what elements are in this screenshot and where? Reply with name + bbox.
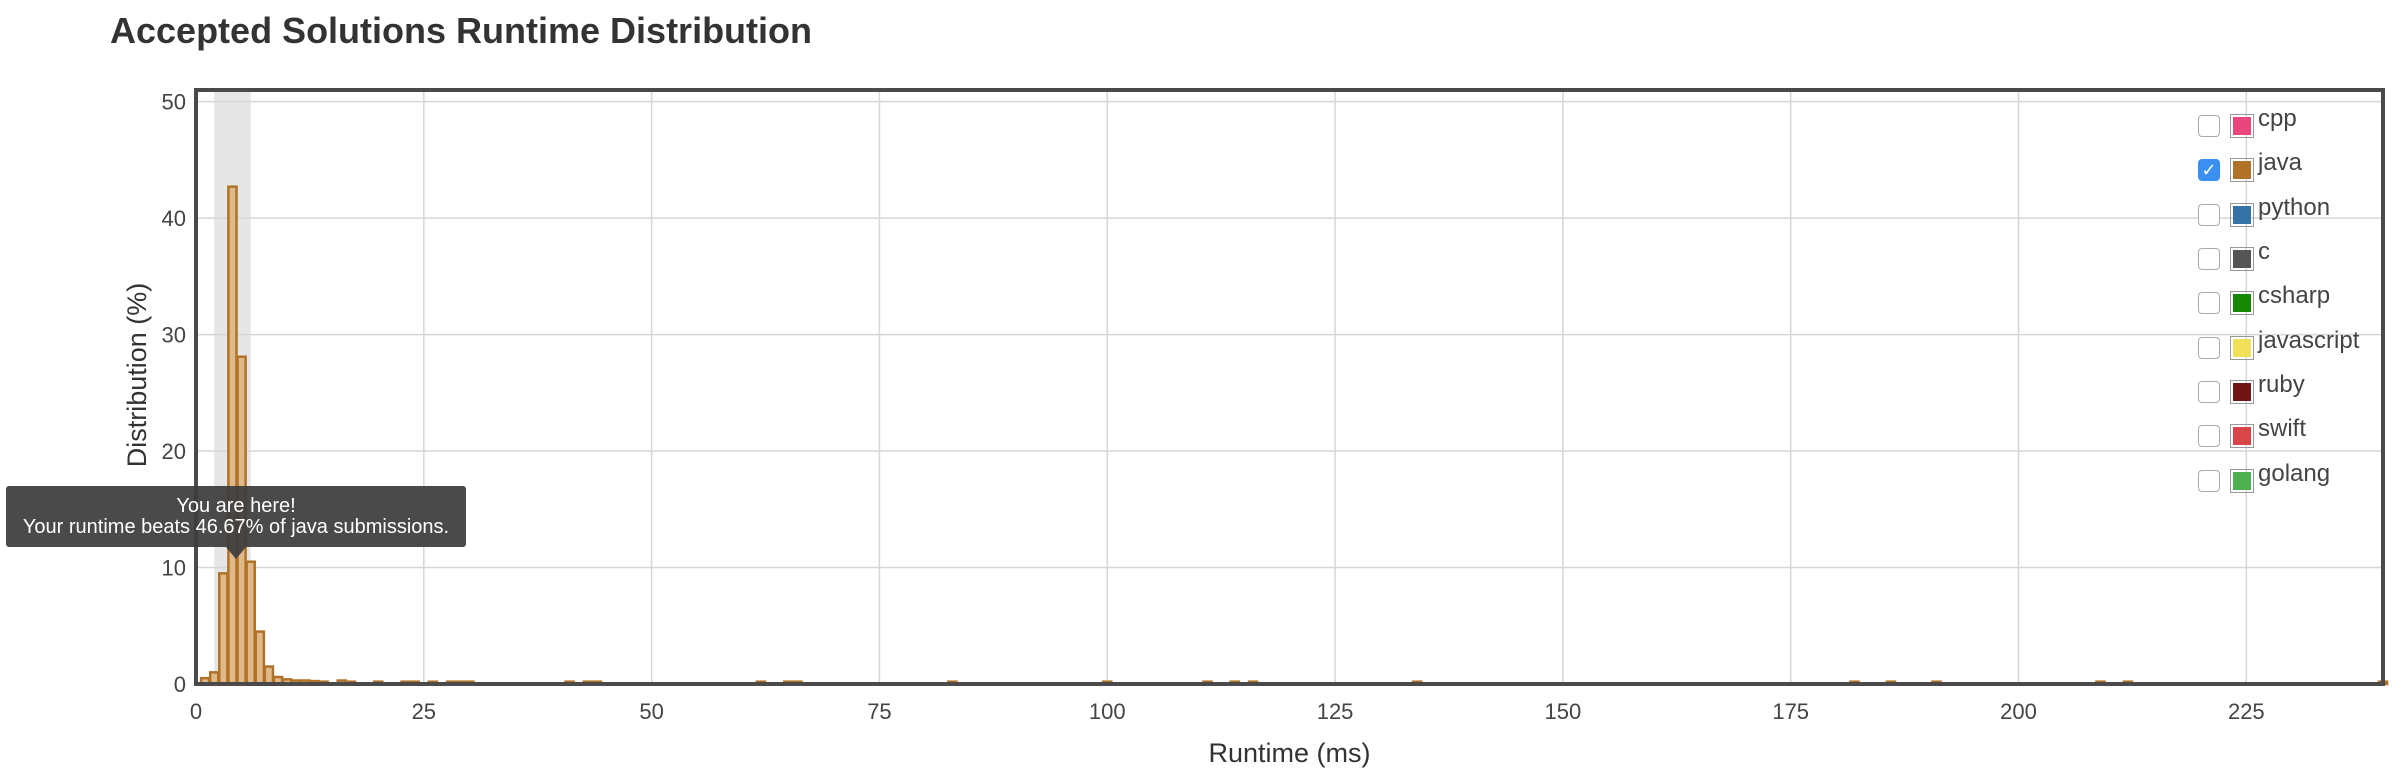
legend-label: golang [2258,459,2331,487]
legend-checkbox-ruby[interactable]: ✓ [2198,380,2220,403]
bar-java [263,665,275,686]
x-tick-label: 50 [639,699,663,724]
check-icon: ✓ [2201,160,2217,181]
bar-java [227,185,238,686]
y-tick-label: 40 [162,206,186,231]
x-axis-title: Runtime (ms) [1208,738,1370,768]
legend-checkbox-golang[interactable]: ✓ [2198,469,2220,492]
plot-frame [194,88,2385,686]
x-tick-label: 175 [1772,699,1809,724]
legend-swatch [2230,158,2254,183]
legend-label: java [2258,149,2303,177]
y-axis-title: Distribution (%) [122,283,152,468]
legend-swatch [2230,291,2254,316]
legend-label: cpp [2258,105,2297,133]
legend-swatch [2230,424,2254,449]
x-axis-ticks: 0 25 50 75 100 125 150 175 200 225 [190,699,2265,724]
y-tick-label: 20 [162,439,186,464]
x-tick-label: 75 [867,699,891,724]
legend-swatch [2230,379,2254,404]
y-axis-ticks: 0 10 20 30 40 50 [162,90,186,697]
bar-java [254,630,266,686]
y-tick-label: 50 [162,90,186,115]
grid-lines [196,90,2383,684]
legend-checkbox-csharp[interactable]: ✓ [2198,292,2220,315]
legend-checkbox-javascript[interactable]: ✓ [2198,336,2220,359]
legend-swatch [2230,468,2254,493]
legend-swatch [2230,202,2254,227]
bar-java [218,572,229,686]
x-tick-label: 225 [2228,699,2265,724]
legend-swatch [2230,247,2254,272]
tooltip-line-2: Your runtime beats 46.67% of java submis… [22,515,450,538]
legend-item-swift[interactable]: ✓ swift [2198,410,2359,454]
x-tick-label: 100 [1089,699,1126,724]
tooltip-line-1: You are here! [176,494,296,517]
x-tick-label: 25 [412,699,436,724]
runtime-tooltip: You are here! Your runtime beats 46.67% … [6,486,466,547]
x-tick-label: 0 [190,699,202,724]
legend-checkbox-python[interactable]: ✓ [2198,203,2220,226]
y-tick-label: 10 [162,556,186,581]
x-tick-label: 150 [1545,699,1582,724]
legend-item-javascript[interactable]: ✓ javascript [2198,321,2359,365]
legend-label: c [2258,238,2270,266]
x-tick-label: 125 [1317,699,1354,724]
legend-label: swift [2258,415,2306,443]
bar-java [245,560,256,686]
page-title: Accepted Solutions Runtime Distribution [110,10,813,51]
legend-checkbox-cpp[interactable]: ✓ [2198,115,2220,138]
x-tick-label: 200 [2000,699,2037,724]
language-legend: ✓cpp✓java✓python✓c✓csharp✓javascript✓rub… [2198,100,2359,499]
y-tick-label: 30 [162,323,186,348]
legend-item-cpp[interactable]: ✓ cpp [2198,100,2359,144]
legend-checkbox-swift[interactable]: ✓ [2198,425,2220,448]
legend-label: javascript [2258,326,2360,354]
tooltip-pointer [226,547,246,559]
legend-item-python[interactable]: ✓ python [2198,189,2359,233]
legend-label: ruby [2258,370,2305,398]
legend-checkbox-c[interactable]: ✓ [2198,248,2220,271]
legend-label: python [2258,193,2331,221]
y-tick-label: 0 [174,672,186,697]
legend-swatch [2230,335,2254,360]
legend-item-golang[interactable]: ✓ golang [2198,454,2359,498]
legend-item-c[interactable]: ✓c [2198,233,2359,277]
legend-checkbox-java[interactable]: ✓ [2198,159,2220,182]
legend-swatch [2230,114,2254,139]
legend-item-csharp[interactable]: ✓ csharp [2198,277,2359,321]
legend-item-ruby[interactable]: ✓ ruby [2198,366,2359,410]
legend-item-java[interactable]: ✓ java [2198,144,2359,188]
legend-label: csharp [2258,282,2331,310]
bars [199,185,2389,686]
